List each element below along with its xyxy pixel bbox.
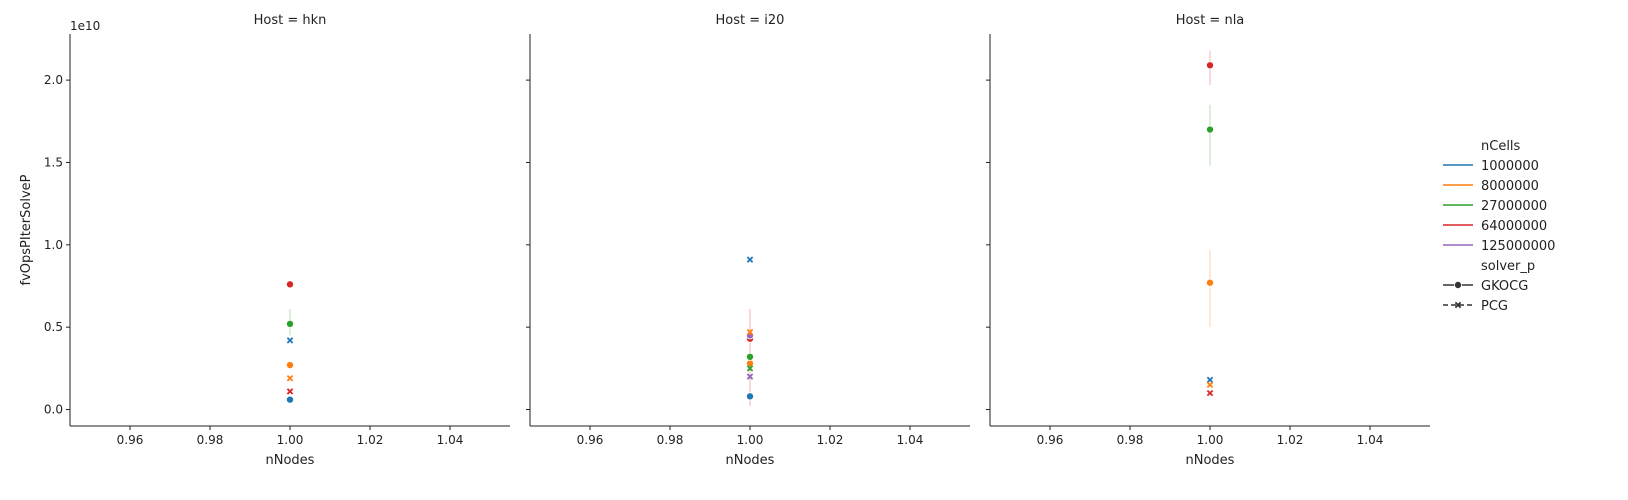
point-i20-gkocg-1000000 <box>746 392 755 401</box>
point-nla-gkocg-8000000 <box>1206 278 1215 287</box>
x-tick-label: 0.98 <box>197 433 224 447</box>
point-nla-gkocg-64000000 <box>1206 61 1215 70</box>
legend-label-1000000: 1000000 <box>1481 159 1539 174</box>
x-tick-label: 1.04 <box>1357 433 1384 447</box>
y-tick-label: 0.0 <box>44 403 63 417</box>
x-tick-label: 1.02 <box>357 433 384 447</box>
x-tick-label: 1.00 <box>277 433 304 447</box>
point-i20-pcg-1000000-b <box>746 256 754 263</box>
facet-title-hkn: Host = hkn <box>254 13 327 28</box>
y-tick-label: 1.0 <box>44 238 63 252</box>
x-tick-label: 0.98 <box>1117 433 1144 447</box>
point-hkn-gkocg-1000000 <box>285 395 294 404</box>
legend-marker-PCG-b <box>1454 301 1462 309</box>
point-hkn-gkocg-64000000 <box>285 280 294 289</box>
point-hkn-gkocg-8000000 <box>285 361 294 370</box>
point-hkn-pcg-1000000-b <box>286 337 294 344</box>
x-tick-label: 1.00 <box>737 433 764 447</box>
x-tick-label: 1.04 <box>897 433 924 447</box>
facet-title-i20: Host = i20 <box>716 13 785 28</box>
facet-title-nla: Host = nla <box>1176 13 1245 28</box>
x-tick-label: 0.96 <box>1037 433 1064 447</box>
x-tick-label: 0.96 <box>577 433 604 447</box>
y-tick-label: 1.5 <box>44 155 63 169</box>
point-nla-pcg-64000000-b <box>1206 389 1214 397</box>
x-axis-label: nNodes <box>1186 453 1235 468</box>
facet-panel-i20 <box>526 34 970 430</box>
point-i20-pcg-125000000-b <box>746 373 754 380</box>
legend-marker-GKOCG <box>1454 280 1463 289</box>
x-tick-label: 0.98 <box>657 433 684 447</box>
x-tick-label: 1.04 <box>437 433 464 447</box>
point-nla-gkocg-27000000 <box>1206 125 1215 134</box>
legend-label-8000000: 8000000 <box>1481 179 1539 194</box>
legend-label-64000000: 64000000 <box>1481 219 1547 234</box>
point-i20-gkocg-27000000 <box>746 352 755 361</box>
x-axis-label: nNodes <box>266 453 315 468</box>
point-nla-pcg-8000000-b <box>1206 381 1214 389</box>
legend-label-PCG: PCG <box>1481 299 1508 314</box>
legend <box>1443 164 1473 309</box>
point-i20-pcg-8000000-b <box>746 328 754 336</box>
x-tick-label: 1.02 <box>817 433 844 447</box>
y-axis-label: fvOpsPIterSolveP <box>19 174 34 285</box>
x-tick-label: 0.96 <box>117 433 144 447</box>
legend-label-27000000: 27000000 <box>1481 199 1547 214</box>
legend-hue-title: nCells <box>1481 139 1521 154</box>
point-hkn-gkocg-27000000 <box>285 319 294 328</box>
point-hkn-pcg-8000000-b <box>286 374 294 382</box>
facet-panel-nla <box>986 34 1430 430</box>
x-axis-label: nNodes <box>726 453 775 468</box>
x-tick-label: 1.02 <box>1277 433 1304 447</box>
x-tick-label: 1.00 <box>1197 433 1224 447</box>
legend-label-125000000: 125000000 <box>1481 239 1555 254</box>
facet-panel-hkn <box>66 34 510 430</box>
y-offset-label: 1e10 <box>70 19 100 33</box>
point-i20-pcg-27000000-b <box>746 365 754 372</box>
point-hkn-pcg-64000000-b <box>286 388 294 395</box>
point-nla-pcg-1000000-b <box>1206 376 1214 384</box>
legend-label-GKOCG: GKOCG <box>1481 279 1528 294</box>
legend-style-title: solver_p <box>1481 259 1535 274</box>
y-tick-label: 2.0 <box>44 73 63 87</box>
y-tick-label: 0.5 <box>44 320 63 334</box>
